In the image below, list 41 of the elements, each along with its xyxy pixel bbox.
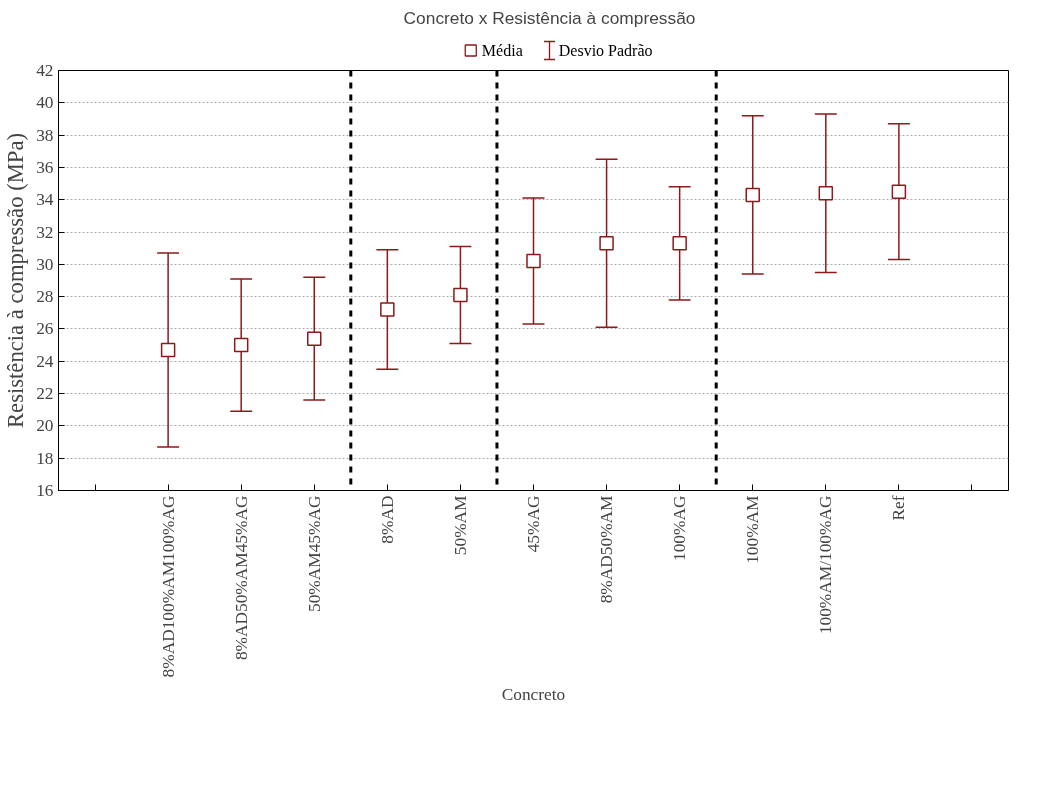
- y-tick-label: 18: [36, 448, 54, 468]
- y-tick-label: 16: [36, 481, 54, 500]
- x-tick-label: 100%AG: [670, 495, 690, 561]
- chart-title: Concreto x Resistência à compressão: [403, 7, 696, 28]
- point: [307, 331, 322, 346]
- point: [453, 287, 468, 303]
- y-tick-label: 36: [36, 157, 54, 177]
- y-tick-label: 42: [36, 61, 54, 80]
- y-tick-label: 38: [36, 125, 54, 145]
- point: [526, 253, 541, 269]
- point: [233, 337, 249, 353]
- y-tick-label: 32: [36, 222, 54, 242]
- x-tick-label: 45%AG: [524, 495, 543, 553]
- x-tick-label: 100%AM/100%AG: [816, 495, 836, 635]
- x-axis-title: Concreto: [501, 685, 566, 705]
- point: [380, 302, 395, 317]
- point: [745, 187, 760, 203]
- y-tick-label: 22: [36, 384, 54, 404]
- x-tick-label: 8%AD50%AM45%AG: [231, 495, 251, 661]
- x-tick-label: 8%AD50%AM: [597, 495, 617, 604]
- x-tick-label: 8%AD: [377, 495, 397, 544]
- point: [891, 184, 907, 199]
- point: [160, 342, 176, 358]
- point: [818, 186, 834, 201]
- y-tick-label: 34: [36, 190, 54, 210]
- y-tick-label: 26: [36, 319, 54, 339]
- point: [599, 236, 614, 251]
- x-tick-label: 100%AM: [743, 495, 763, 564]
- y-tick-label: 28: [36, 287, 54, 307]
- y-tick-label: 20: [36, 416, 54, 436]
- y-axis-title: Resistência à compressão (MPa): [3, 132, 29, 429]
- y-tick-label: 30: [36, 254, 54, 274]
- text: Desvio Padrão: [558, 42, 653, 59]
- y-tick-label: 40: [36, 93, 54, 113]
- y-tick-label: 24: [36, 351, 54, 371]
- legend-label: Média: [481, 42, 523, 59]
- x-tick-label: 50%AM45%AG: [304, 495, 324, 612]
- x-tick-label: 50%AM: [450, 495, 470, 556]
- point: [672, 236, 687, 251]
- x-tick-label: 8%AD100%AM100%AG: [158, 495, 178, 678]
- x-tick-label: Ref: [889, 495, 909, 521]
